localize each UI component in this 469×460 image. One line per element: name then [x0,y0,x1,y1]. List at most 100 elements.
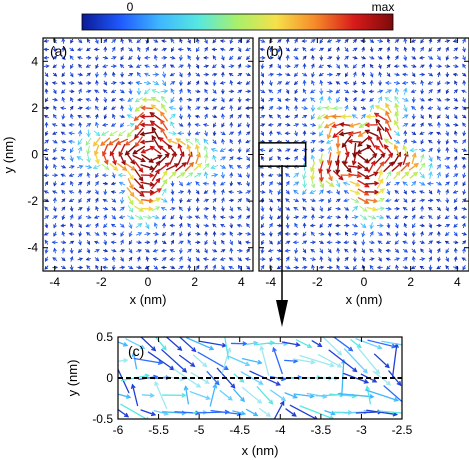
field-arrow [302,206,307,211]
field-arrow [376,125,383,141]
strip-arrow [130,383,139,407]
field-arrow [403,46,408,52]
field-arrow [246,156,251,162]
field-arrow [111,71,116,78]
strip-arrow [131,351,138,370]
field-arrow [187,231,192,237]
field-arrow [410,89,417,94]
strip-arrow [337,392,375,399]
field-arrow [102,257,109,261]
field-arrow [336,96,341,103]
field-arrow [285,47,290,52]
field-arrow [365,171,379,179]
field-arrow [285,72,291,77]
field-arrow [277,97,282,103]
field-arrow [60,139,67,144]
field-arrow [43,47,50,52]
field-arrow [344,231,349,237]
y-tick-label: 2 [31,101,38,115]
field-arrow [360,55,367,60]
field-arrow [461,232,467,236]
field-arrow [366,206,378,212]
field-arrow [195,72,201,77]
field-arrow [151,177,161,190]
field-arrow [128,248,133,254]
field-arrow [237,240,242,245]
field-arrow [445,248,450,254]
field-arrow [219,47,226,52]
field-arrow [437,38,441,44]
field-arrow [53,55,57,60]
field-arrow [237,130,242,136]
field-arrow [101,163,110,170]
strip-arrow [199,340,228,348]
field-arrow [284,248,291,253]
field-arrow [69,47,75,52]
field-arrow [277,55,281,61]
field-arrow [462,139,467,144]
field-arrow [310,170,316,182]
field-arrow [460,215,467,220]
field-arrow [228,148,235,153]
strip-arrow [178,354,196,367]
field-arrow [285,214,290,221]
field-arrow [419,131,425,135]
field-arrow [210,164,219,170]
field-arrow [412,46,416,52]
field-arrow [127,97,134,102]
field-arrow [383,161,395,173]
field-arrow [144,231,151,237]
field-arrow [386,222,391,229]
field-arrow [436,121,441,128]
field-arrow [70,222,74,228]
field-arrow [269,63,273,69]
zoom-connector-arrowhead [276,300,288,327]
field-arrow [167,144,178,156]
field-arrow [325,180,335,188]
field-arrow [409,147,418,153]
field-arrow [219,257,226,261]
field-arrow [302,72,308,77]
field-arrow [237,147,242,154]
field-arrow [69,89,75,94]
field-arrow [327,47,332,52]
field-arrow [445,55,450,61]
x-tick-label: -4 [275,423,286,437]
field-arrow [119,89,125,94]
field-arrow [161,188,167,196]
field-arrow [77,173,83,178]
field-arrow [228,64,235,69]
field-arrow [119,265,126,270]
field-arrow [260,214,265,221]
field-arrow [344,96,349,103]
field-arrow [285,206,291,211]
field-arrow [403,104,408,113]
field-arrow [411,198,416,203]
field-arrow [402,215,409,220]
field-arrow [353,80,357,86]
field-arrow [436,64,443,69]
field-arrow [356,146,370,154]
field-arrow [78,239,82,246]
field-arrow [144,265,150,270]
field-arrow [285,256,290,262]
field-arrow [285,89,290,95]
field-arrow [77,257,84,262]
field-arrow [369,79,374,86]
field-arrow [86,248,91,254]
field-arrow [352,223,359,228]
field-arrow [119,122,125,128]
field-arrow [319,248,324,254]
field-arrow [178,190,185,194]
field-arrow [318,47,325,52]
field-arrow [237,257,243,262]
strip-arrow [118,341,129,347]
field-arrow [286,105,290,111]
field-arrow [301,39,308,43]
field-arrow [221,63,225,69]
field-arrow [419,215,425,219]
field-arrow [61,230,66,237]
field-arrow [345,72,349,78]
field-arrow [369,46,374,53]
field-arrow [437,55,441,61]
